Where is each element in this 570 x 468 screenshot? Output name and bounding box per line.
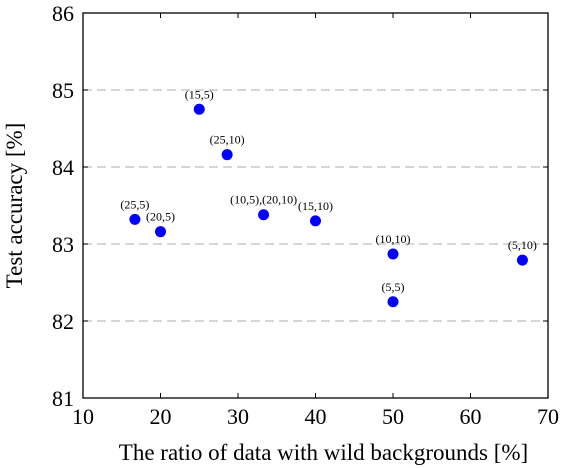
data-point [387, 248, 399, 260]
x-tick-label: 30 [227, 404, 249, 429]
point-label: (5,10) [508, 238, 537, 252]
y-tick-label: 82 [52, 309, 74, 334]
grid-lines [83, 89, 548, 322]
y-tick-label: 85 [52, 78, 74, 103]
data-point [129, 213, 141, 225]
x-tick-label: 10 [72, 404, 94, 429]
y-tick-label: 83 [52, 232, 74, 257]
point-label: (25,5) [120, 197, 149, 211]
point-label: (10,10) [376, 232, 411, 246]
point-label: (10,5),(20,10) [230, 193, 297, 207]
data-point [193, 103, 205, 115]
x-tick-label: 70 [537, 404, 559, 429]
y-axis-title: Test accuracy [%] [2, 123, 27, 289]
point-label: (25,10) [210, 133, 245, 147]
x-tick-label: 50 [382, 404, 404, 429]
data-point [387, 296, 399, 308]
data-point [258, 209, 270, 221]
data-point [155, 226, 166, 238]
x-tick-label: 60 [460, 404, 482, 429]
data-point [516, 254, 528, 266]
x-tick-label: 40 [305, 404, 327, 429]
y-tick-labels: 81 82 83 84 85 86 [52, 1, 74, 411]
y-tick-label: 81 [52, 386, 74, 411]
x-tick-label: 20 [150, 404, 172, 429]
data-point [221, 149, 233, 161]
point-label: (5,5) [382, 280, 405, 294]
x-tick-labels: 10 20 30 40 50 60 70 [72, 404, 559, 429]
point-label: (15,5) [185, 87, 214, 101]
data-point [310, 215, 321, 227]
y-tick-label: 86 [52, 1, 74, 26]
x-axis-title: The ratio of data with wild backgrounds … [119, 440, 528, 465]
data-points [129, 103, 528, 308]
point-labels: (25,5)(20,5)(15,5)(25,10)(10,5),(20,10)(… [120, 87, 537, 294]
plot-frame [82, 12, 549, 399]
y-tick-label: 84 [52, 155, 74, 180]
point-label: (15,10) [298, 199, 333, 213]
point-label: (20,5) [146, 210, 175, 224]
